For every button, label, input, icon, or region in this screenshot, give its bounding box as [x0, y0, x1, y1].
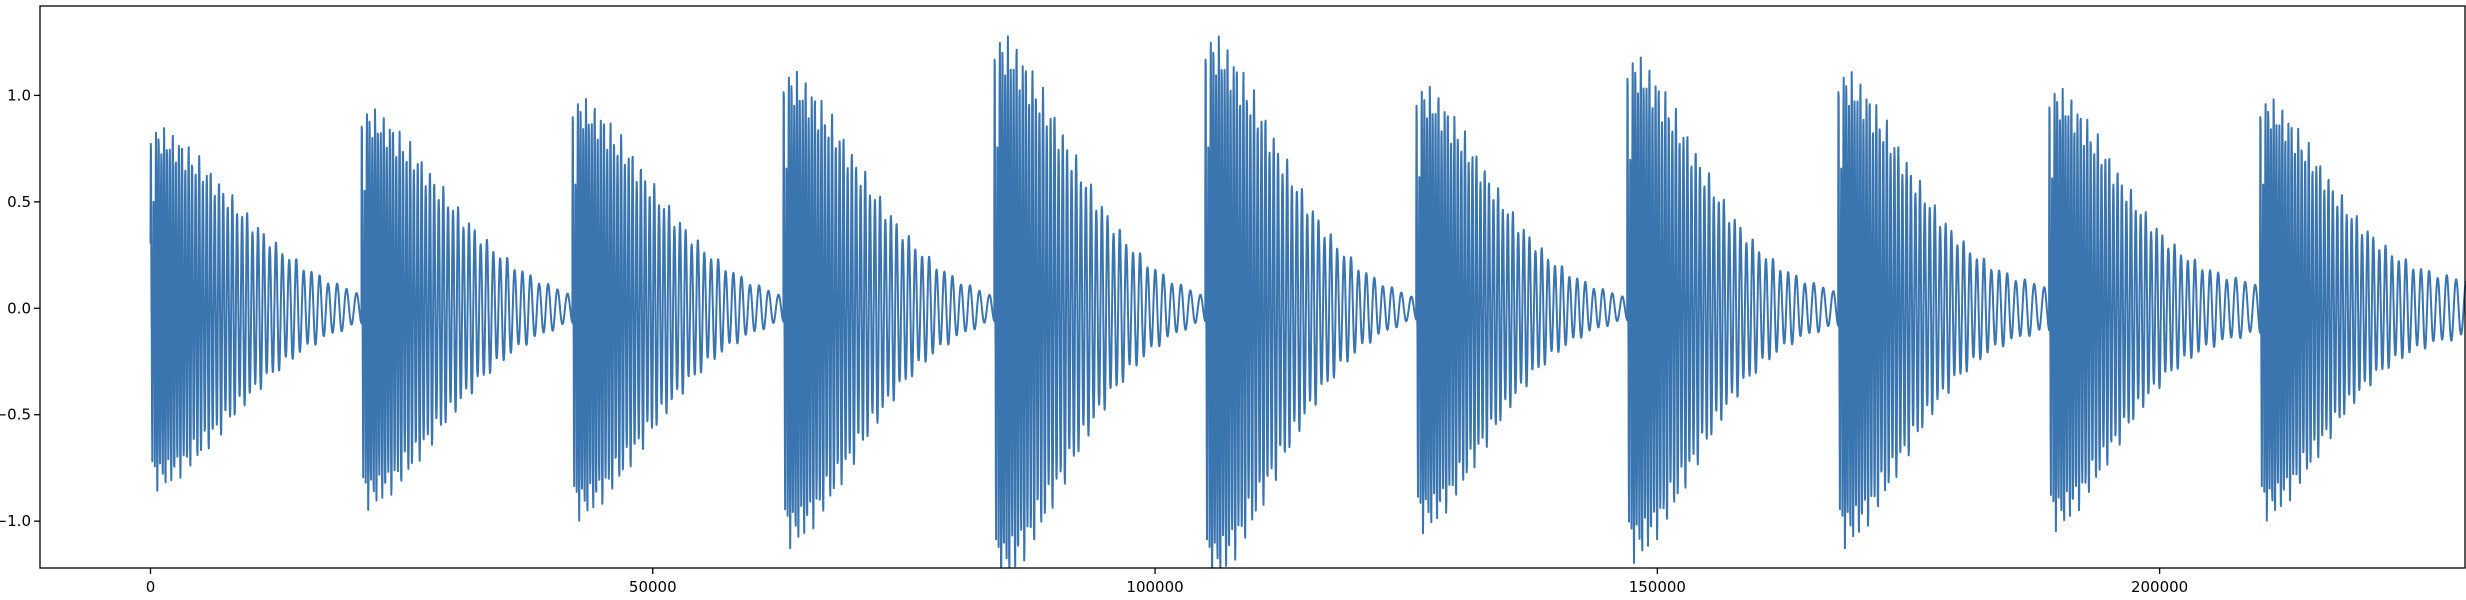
x-tick-label: 0 — [146, 578, 156, 596]
y-tick-label: −0.5 — [0, 406, 31, 424]
x-axis: 0 50000 100000 150000 200000 — [146, 568, 2188, 596]
x-tick-label: 150000 — [1629, 578, 1686, 596]
x-tick-label: 200000 — [2131, 578, 2188, 596]
plot-area — [149, 35, 2466, 568]
x-tick-label: 100000 — [1126, 578, 1183, 596]
axes-frame — [39, 5, 2466, 569]
series-line — [149, 35, 2466, 568]
y-tick-label: 0.5 — [7, 193, 31, 211]
x-tick-label: 50000 — [629, 578, 677, 596]
y-tick-label: 0.0 — [7, 299, 31, 317]
y-axis: −1.0 −0.5 0.0 0.5 1.0 — [0, 86, 40, 530]
y-tick-label: −1.0 — [0, 512, 31, 530]
y-tick-label: 1.0 — [7, 86, 31, 104]
